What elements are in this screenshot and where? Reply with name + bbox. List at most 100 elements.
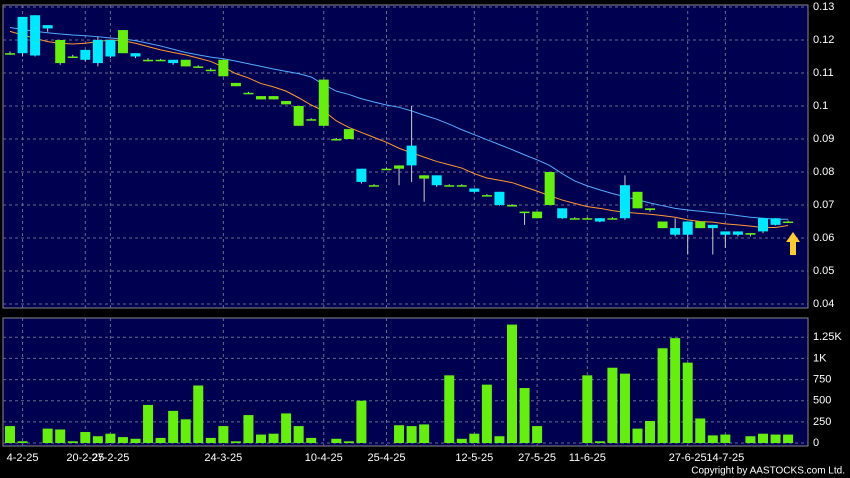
- volume-bar: [256, 434, 266, 443]
- x-tick-label: 27-6-25: [669, 452, 707, 464]
- x-tick-label: 24-3-25: [204, 452, 242, 464]
- volume-bar: [117, 437, 128, 443]
- candle-body: [494, 191, 505, 206]
- candle-body: [168, 59, 179, 64]
- candle-body: [758, 218, 768, 232]
- candle-body: [268, 96, 279, 100]
- candle-body: [582, 218, 593, 220]
- candle-body: [532, 211, 543, 219]
- arrow-icon: [786, 232, 800, 255]
- volume-bar: [745, 436, 756, 443]
- candle-body: [670, 228, 681, 235]
- y-tick-label: 0.07: [813, 199, 834, 211]
- candle-body: [632, 191, 643, 209]
- y-tick-label: 1K: [813, 352, 827, 364]
- y-tick-label: 0.09: [813, 133, 834, 145]
- volume-bar: [394, 425, 405, 443]
- volume-bar: [758, 433, 768, 443]
- volume-bar: [607, 367, 618, 443]
- candle-body: [394, 165, 405, 169]
- x-tick-label: 20-2-25: [66, 452, 104, 464]
- candle-body: [343, 129, 354, 140]
- y-tick-label: 500: [813, 395, 831, 407]
- candle-body: [243, 92, 254, 95]
- volume-bar: [306, 437, 317, 443]
- y-tick-label: 0.13: [813, 1, 834, 13]
- volume-bar: [105, 433, 116, 443]
- volume-bar: [670, 338, 681, 443]
- candle-body: [306, 119, 317, 121]
- volume-bar: [155, 437, 166, 443]
- candle-body: [607, 218, 618, 220]
- volume-bar: [619, 373, 630, 443]
- candle-body: [218, 59, 229, 77]
- y-tick-label: 250: [813, 416, 831, 428]
- candle-body: [117, 30, 128, 54]
- x-tick-label: 27-2-25: [91, 452, 129, 464]
- y-tick-label: 0.04: [813, 298, 834, 310]
- plot-layer: 0.04 0.05 0.06 0.07 0.08 0.09 0.1 0.11 0.12 0.13 0…: [3, 1, 842, 464]
- volume-bar: [17, 441, 28, 443]
- volume-bar: [356, 400, 367, 443]
- candle-body: [619, 185, 630, 219]
- volume-bar: [281, 413, 292, 443]
- candle-body: [507, 205, 517, 207]
- candle-body: [368, 185, 379, 187]
- volume-bar: [205, 437, 216, 443]
- candle-body: [105, 39, 116, 57]
- volume-bar: [5, 426, 15, 443]
- candle-body: [130, 53, 141, 57]
- volume-bar: [707, 435, 718, 443]
- volume-bar: [507, 324, 517, 443]
- volume-bar: [230, 441, 241, 443]
- candle-body: [356, 168, 367, 182]
- candle-body: [745, 233, 756, 235]
- volume-bar: [193, 385, 204, 443]
- candle-body: [569, 218, 580, 220]
- y-tick-label: 0: [813, 437, 819, 449]
- candle-body: [42, 25, 53, 29]
- volume-bar: [657, 348, 668, 443]
- candle-body: [67, 56, 78, 58]
- ma-line: [9, 30, 789, 228]
- candle-body: [80, 49, 91, 60]
- candle-body: [193, 66, 204, 68]
- x-tick-label: 4-2-25: [7, 452, 39, 464]
- candle-body: [732, 231, 743, 235]
- x-tick-label: 14-7-25: [706, 452, 744, 464]
- volume-bar: [720, 434, 731, 443]
- candle-body: [657, 221, 668, 229]
- copyright: Copyright by AASTOCKS.com Ltd.: [691, 466, 845, 477]
- candle-body: [318, 79, 329, 126]
- y-tick-label: 0.12: [813, 34, 834, 46]
- volume-bar: [218, 426, 229, 443]
- volume-bar: [55, 429, 66, 443]
- volume-bar: [519, 388, 530, 443]
- y-tick-label: 0.08: [813, 166, 834, 178]
- volume-bar: [481, 384, 492, 443]
- volume-bar: [180, 419, 191, 443]
- candle-body: [707, 224, 718, 229]
- x-tick-label: 25-4-25: [368, 452, 406, 464]
- candle-body: [682, 221, 693, 235]
- volume-bar: [293, 426, 304, 443]
- volume-bar: [143, 404, 154, 443]
- candle-body: [519, 211, 530, 214]
- x-tick-label: 10-4-25: [305, 452, 343, 464]
- candle-body: [431, 175, 442, 186]
- x-tick-label: 12-5-25: [455, 452, 493, 464]
- volume-bar: [770, 434, 781, 443]
- candle-body: [557, 208, 568, 219]
- x-tick-label: 11-6-25: [569, 452, 606, 464]
- volume-bar: [444, 375, 455, 443]
- candle-body: [594, 218, 605, 222]
- candle-body: [281, 101, 292, 105]
- candle-body: [17, 16, 28, 54]
- candle-body: [55, 39, 66, 64]
- y-tick-label: 0.1: [813, 100, 828, 112]
- candle-body: [645, 208, 656, 210]
- y-tick-label: 0.05: [813, 265, 834, 277]
- candle-body: [92, 39, 103, 64]
- candle-body: [293, 106, 304, 126]
